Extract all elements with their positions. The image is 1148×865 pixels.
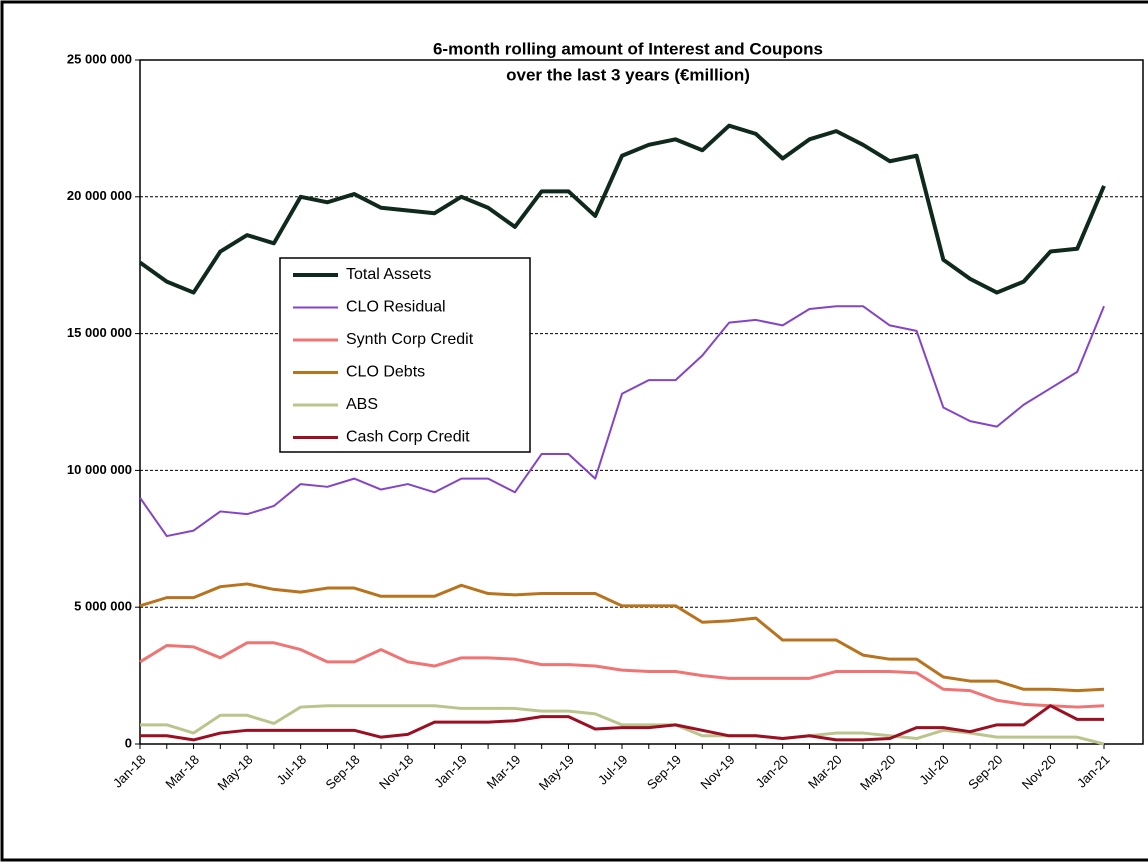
legend-label: CLO Residual	[346, 299, 446, 316]
y-tick-label: 25 000 000	[67, 51, 132, 66]
y-tick-label: 5 000 000	[74, 599, 132, 614]
y-tick-label: 10 000 000	[67, 462, 132, 477]
y-tick-label: 15 000 000	[67, 325, 132, 340]
series-line	[138, 123, 1106, 295]
series-line	[140, 704, 1104, 742]
legend-box	[279, 257, 531, 453]
series-line	[139, 641, 1105, 709]
legend-label: ABS	[346, 396, 378, 413]
plot-frame	[139, 59, 1144, 745]
series-line	[139, 582, 1105, 693]
y-tick-label: 20 000 000	[67, 188, 132, 203]
legend-label: Cash Corp Credit	[346, 429, 470, 446]
y-tick-label: 0	[125, 735, 132, 750]
series-line	[139, 305, 1105, 538]
chart-title: 6-month rolling amount of Interest and C…	[433, 39, 823, 58]
legend-label: Synth Corp Credit	[346, 331, 474, 348]
legend-label: CLO Debts	[346, 364, 425, 381]
legend-label: Total Assets	[346, 266, 431, 283]
chart-title: over the last 3 years (€million)	[506, 65, 750, 84]
series-line	[140, 704, 1105, 746]
